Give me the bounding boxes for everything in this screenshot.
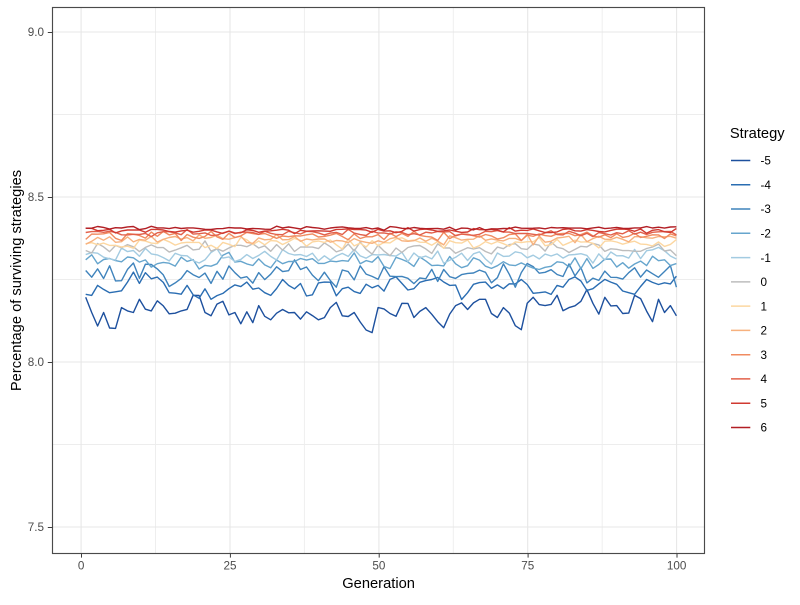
svg-text:Strategy: Strategy — [730, 126, 785, 142]
svg-text:6: 6 — [761, 422, 768, 435]
svg-text:50: 50 — [372, 560, 386, 573]
svg-text:Generation: Generation — [342, 576, 415, 592]
svg-text:25: 25 — [223, 560, 237, 573]
svg-text:4: 4 — [761, 373, 768, 386]
svg-text:-2: -2 — [761, 228, 771, 241]
svg-text:75: 75 — [521, 560, 535, 573]
svg-text:1: 1 — [761, 300, 768, 313]
svg-text:5: 5 — [761, 397, 768, 410]
svg-text:9.0: 9.0 — [28, 26, 45, 39]
svg-text:-5: -5 — [761, 155, 772, 168]
svg-text:Percentage of surviving strate: Percentage of surviving strategies — [9, 170, 25, 391]
svg-text:0: 0 — [761, 276, 768, 289]
svg-text:8.0: 8.0 — [28, 356, 45, 369]
svg-text:8.5: 8.5 — [28, 191, 45, 204]
svg-text:0: 0 — [78, 560, 85, 573]
svg-text:2: 2 — [761, 325, 768, 338]
svg-text:-4: -4 — [761, 179, 772, 192]
svg-text:7.5: 7.5 — [28, 521, 45, 534]
svg-text:100: 100 — [667, 560, 687, 573]
svg-text:3: 3 — [761, 349, 768, 362]
svg-text:-1: -1 — [761, 252, 771, 265]
svg-text:-3: -3 — [761, 203, 771, 216]
